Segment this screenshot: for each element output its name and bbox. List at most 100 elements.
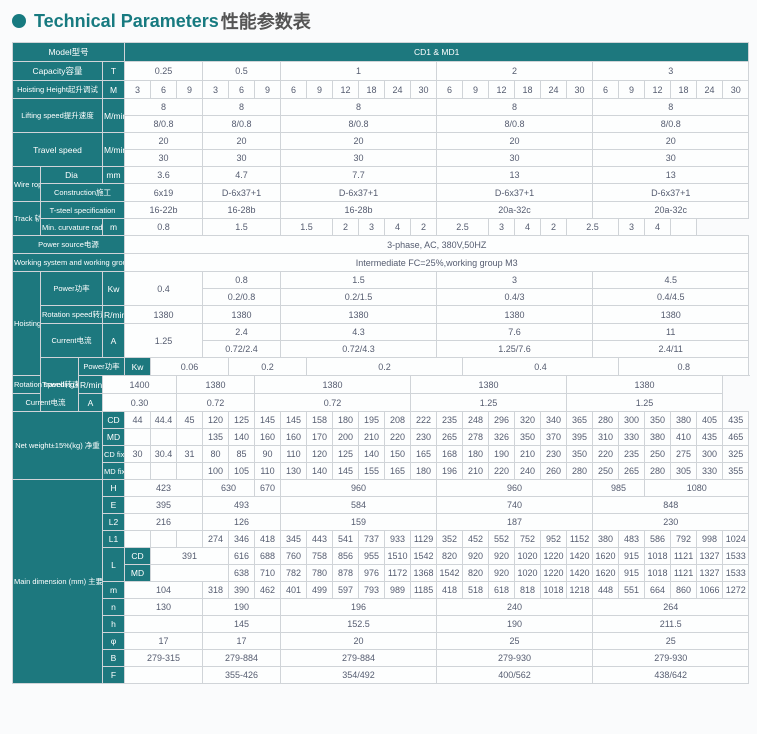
title-row: Technical Parameters 性能参数表 xyxy=(0,0,757,42)
table-row: Main dimension (mm) 主要尺寸H423630670960960… xyxy=(13,480,749,497)
table-row: Hoisting Height起升调试M36936969121824306912… xyxy=(13,81,749,99)
cell: 462 xyxy=(255,582,281,599)
cell: 240 xyxy=(437,599,593,616)
cell: 820 xyxy=(463,565,489,582)
cell: 17 xyxy=(125,633,203,650)
cell: 370 xyxy=(541,429,567,446)
cell: 18 xyxy=(515,81,541,99)
cell: 1018 xyxy=(645,548,671,565)
cell: 340 xyxy=(541,412,567,429)
cell: 448 xyxy=(593,582,619,599)
table-row: Rotation speed转速R/min1380138013801380138… xyxy=(13,306,749,324)
cell: Kw xyxy=(125,358,151,376)
cell: 4 xyxy=(385,219,411,236)
cell: 3.6 xyxy=(125,167,203,184)
cell: 955 xyxy=(359,548,385,565)
cell: 6 xyxy=(151,81,177,99)
cell: A xyxy=(103,324,125,358)
cell: 20 xyxy=(281,133,437,150)
cell: 250 xyxy=(645,446,671,463)
cell: 150 xyxy=(385,446,411,463)
cell: 960 xyxy=(437,480,593,497)
cell: 44.4 xyxy=(151,412,177,429)
cell: 1020 xyxy=(515,565,541,582)
cell: D-6x37+1 xyxy=(281,184,437,202)
cell: 0.4/4.5 xyxy=(593,289,749,306)
cell: 100 xyxy=(203,463,229,480)
cell: 216 xyxy=(125,514,203,531)
cell xyxy=(177,531,203,548)
cell: 1380 xyxy=(255,376,411,394)
cell: 518 xyxy=(463,582,489,599)
table-row: L2216126159187230 xyxy=(13,514,749,531)
cell: 80 xyxy=(203,446,229,463)
cell: H xyxy=(103,480,125,497)
cell: 0.72/2.4 xyxy=(203,341,281,358)
cell: 355-426 xyxy=(203,667,281,684)
cell: 230 xyxy=(541,446,567,463)
cell: 1.5 xyxy=(281,219,333,236)
cell: 352 xyxy=(437,531,463,548)
cell: D-6x37+1 xyxy=(437,184,593,202)
cell: 326 xyxy=(489,429,515,446)
cell: 1542 xyxy=(437,565,463,582)
cell: 1018 xyxy=(541,582,567,599)
cell: 4.3 xyxy=(281,324,437,341)
cell: 435 xyxy=(723,412,749,429)
table-row: Capacity容量T0.250.5123 xyxy=(13,62,749,81)
cell: 6 xyxy=(437,81,463,99)
cell: D-6x37+1 xyxy=(593,184,749,202)
cell: 0.06 xyxy=(151,358,229,376)
cell: MD fixed xyxy=(103,463,125,480)
cell: 1380 xyxy=(203,306,281,324)
cell: 16-28b xyxy=(203,202,281,219)
cell: 395 xyxy=(567,429,593,446)
table-wrap: Model型号CD1 & MD1Capacity容量T0.250.5123Hoi… xyxy=(0,42,757,696)
table-row: Rotation speed转速R/min1400138013801380138… xyxy=(13,376,749,394)
cell: 30 xyxy=(411,81,437,99)
cell: 586 xyxy=(645,531,671,548)
cell: 1024 xyxy=(723,531,749,548)
cell: 915 xyxy=(619,548,645,565)
cell: 1.5 xyxy=(281,272,437,289)
cell: 1380 xyxy=(281,306,437,324)
cell: 280 xyxy=(567,463,593,480)
cell: 1380 xyxy=(125,306,203,324)
cell: 0.25 xyxy=(125,62,203,81)
cell: 24 xyxy=(697,81,723,99)
cell: 279-930 xyxy=(437,650,593,667)
cell: 1.25 xyxy=(567,394,723,412)
cell: 920 xyxy=(463,548,489,565)
cell: 410 xyxy=(671,429,697,446)
cell: 265 xyxy=(437,429,463,446)
cell: 0.30 xyxy=(103,394,177,412)
cell: 320 xyxy=(515,412,541,429)
cell: 380 xyxy=(593,531,619,548)
cell: 279-315 xyxy=(125,650,203,667)
cell: 0.2 xyxy=(307,358,463,376)
cell: B xyxy=(103,650,125,667)
cell: 737 xyxy=(359,531,385,548)
cell: 104 xyxy=(125,582,203,599)
cell: 20 xyxy=(593,133,749,150)
cell: 30 xyxy=(567,81,593,99)
cell: 140 xyxy=(359,446,385,463)
cell: R/min xyxy=(79,376,103,394)
table-row: Lifting speed提升速度M/min88888 xyxy=(13,99,749,116)
cell: 1380 xyxy=(437,306,593,324)
cell xyxy=(125,616,203,633)
cell: 1327 xyxy=(697,548,723,565)
cell: 190 xyxy=(489,446,515,463)
cell: 438/642 xyxy=(593,667,749,684)
cell: MD xyxy=(125,565,151,582)
cell: 380 xyxy=(671,412,697,429)
cell: Current电流 xyxy=(13,394,79,412)
cell: 848 xyxy=(593,497,749,514)
cell: h xyxy=(103,616,125,633)
cell: 180 xyxy=(411,463,437,480)
cell: 354/492 xyxy=(281,667,437,684)
cell: 2 xyxy=(541,219,567,236)
cell: 125 xyxy=(229,412,255,429)
cell: 9 xyxy=(255,81,281,99)
cell: 860 xyxy=(671,582,697,599)
